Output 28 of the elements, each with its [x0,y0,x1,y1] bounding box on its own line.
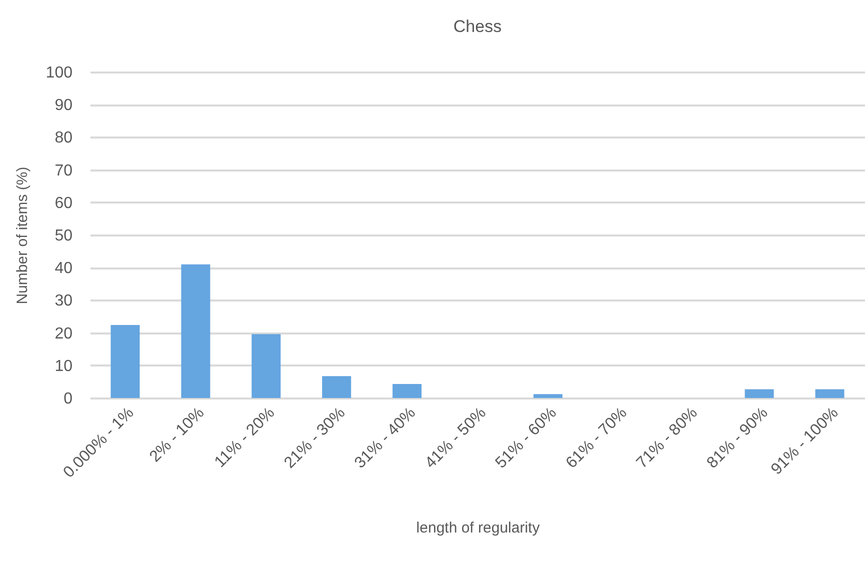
y-tick-label: 60 [54,194,73,212]
bar [815,389,844,398]
x-tick-label: 51% - 60% [492,404,560,472]
y-tick-label: 40 [54,260,73,278]
x-tick-label: 31% - 40% [352,404,420,472]
x-tick-label: 71% - 80% [634,404,701,472]
y-tick-label: 30 [54,292,73,310]
bar [322,376,352,398]
y-tick-label: 10 [54,358,73,375]
y-tick-label: 20 [54,325,73,342]
bar [252,334,281,398]
y-axis-title: Number of items (%) [14,166,31,304]
x-tick-label: 61% - 70% [563,404,630,472]
y-tick-label: 100 [46,64,73,82]
y-tick-label: 70 [54,162,73,180]
bar [744,389,774,398]
y-tick-label: 90 [54,97,73,114]
x-tick-label: 81% - 90% [704,404,772,472]
bar [181,264,210,398]
bar [392,384,422,398]
x-tick-label: 41% - 50% [422,404,490,472]
bar [533,394,562,398]
x-axis-title: length of regularity [416,520,540,537]
y-tick-label: 50 [54,228,73,244]
y-tick-label: 0 [64,390,73,408]
bar [110,324,140,398]
chart-title: Chess [453,17,502,36]
y-tick-label: 80 [54,130,73,147]
